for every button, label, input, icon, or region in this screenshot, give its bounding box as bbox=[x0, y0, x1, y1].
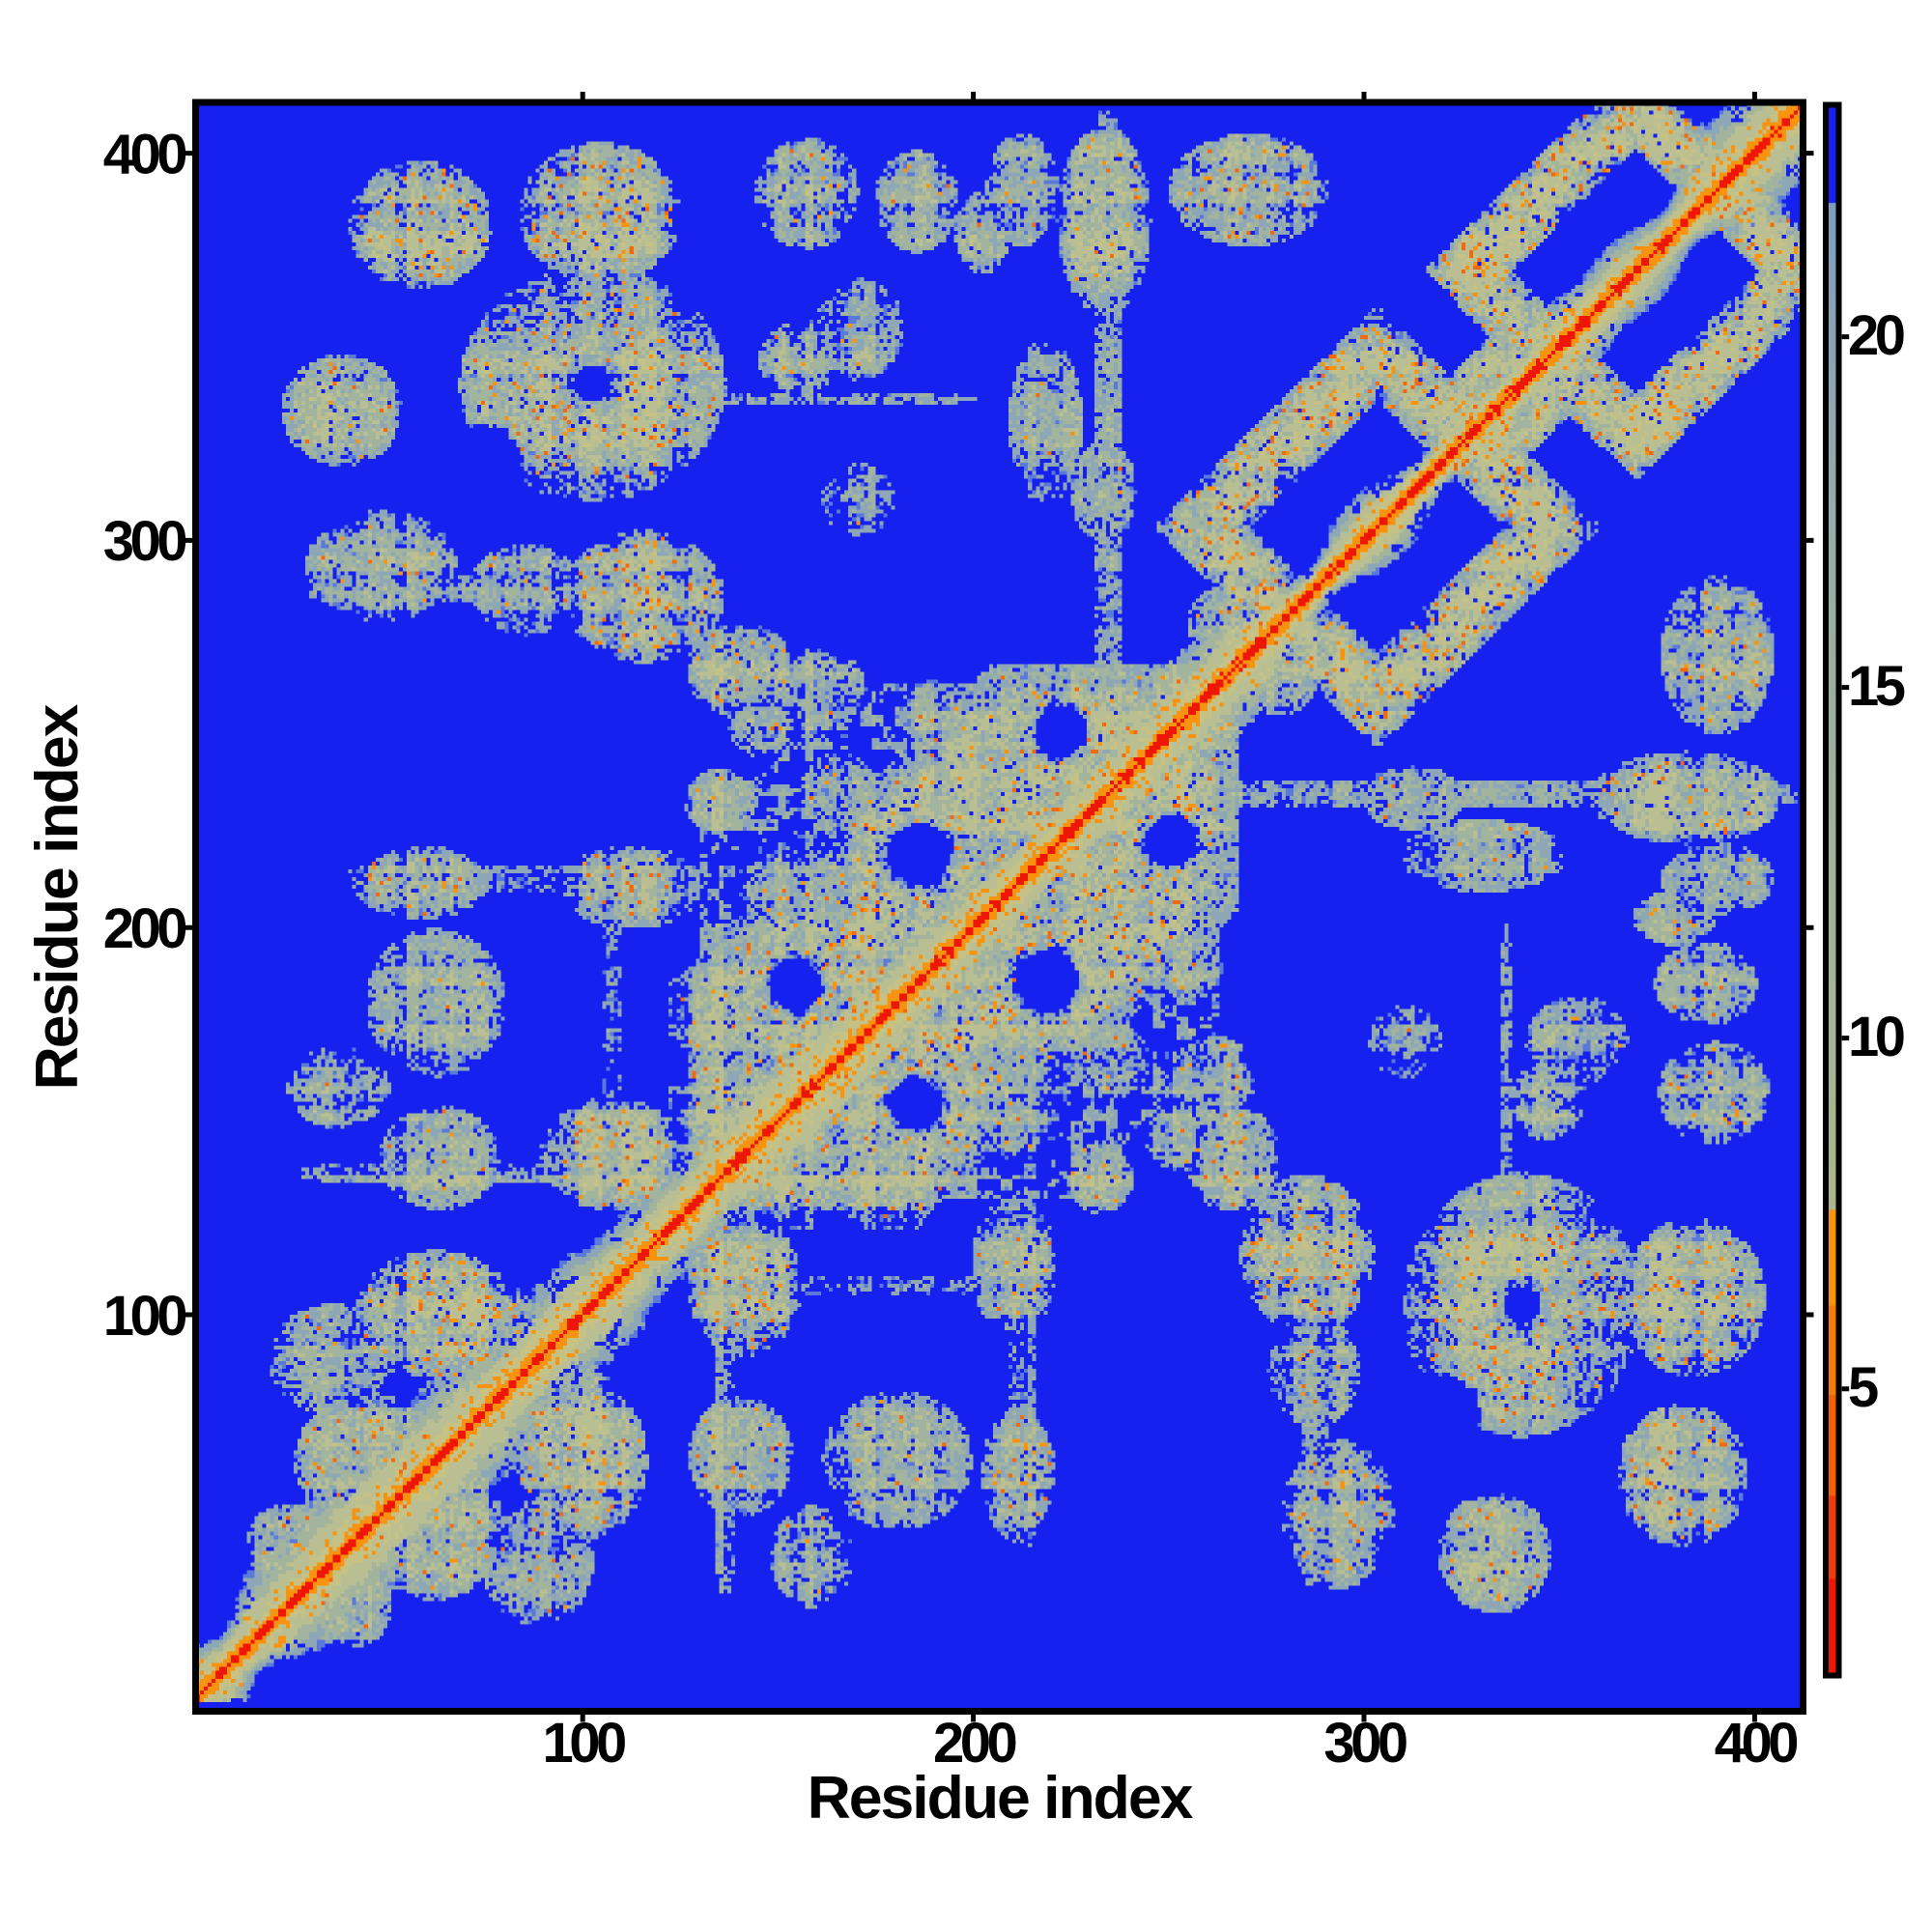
svg-text:15: 15 bbox=[1848, 655, 1905, 718]
svg-text:300: 300 bbox=[103, 510, 186, 573]
svg-text:400: 400 bbox=[1715, 1712, 1798, 1775]
svg-text:10: 10 bbox=[1848, 1006, 1904, 1068]
svg-text:200: 200 bbox=[933, 1712, 1016, 1775]
svg-text:5: 5 bbox=[1848, 1356, 1878, 1419]
svg-text:300: 300 bbox=[1323, 1712, 1406, 1775]
svg-text:400: 400 bbox=[103, 124, 186, 186]
svg-text:Residue index: Residue index bbox=[808, 1764, 1194, 1832]
svg-text:100: 100 bbox=[543, 1712, 626, 1775]
svg-text:200: 200 bbox=[103, 897, 186, 960]
svg-text:100: 100 bbox=[103, 1285, 186, 1348]
svg-text:20: 20 bbox=[1848, 304, 1904, 367]
svg-text:Residue index: Residue index bbox=[23, 703, 91, 1090]
